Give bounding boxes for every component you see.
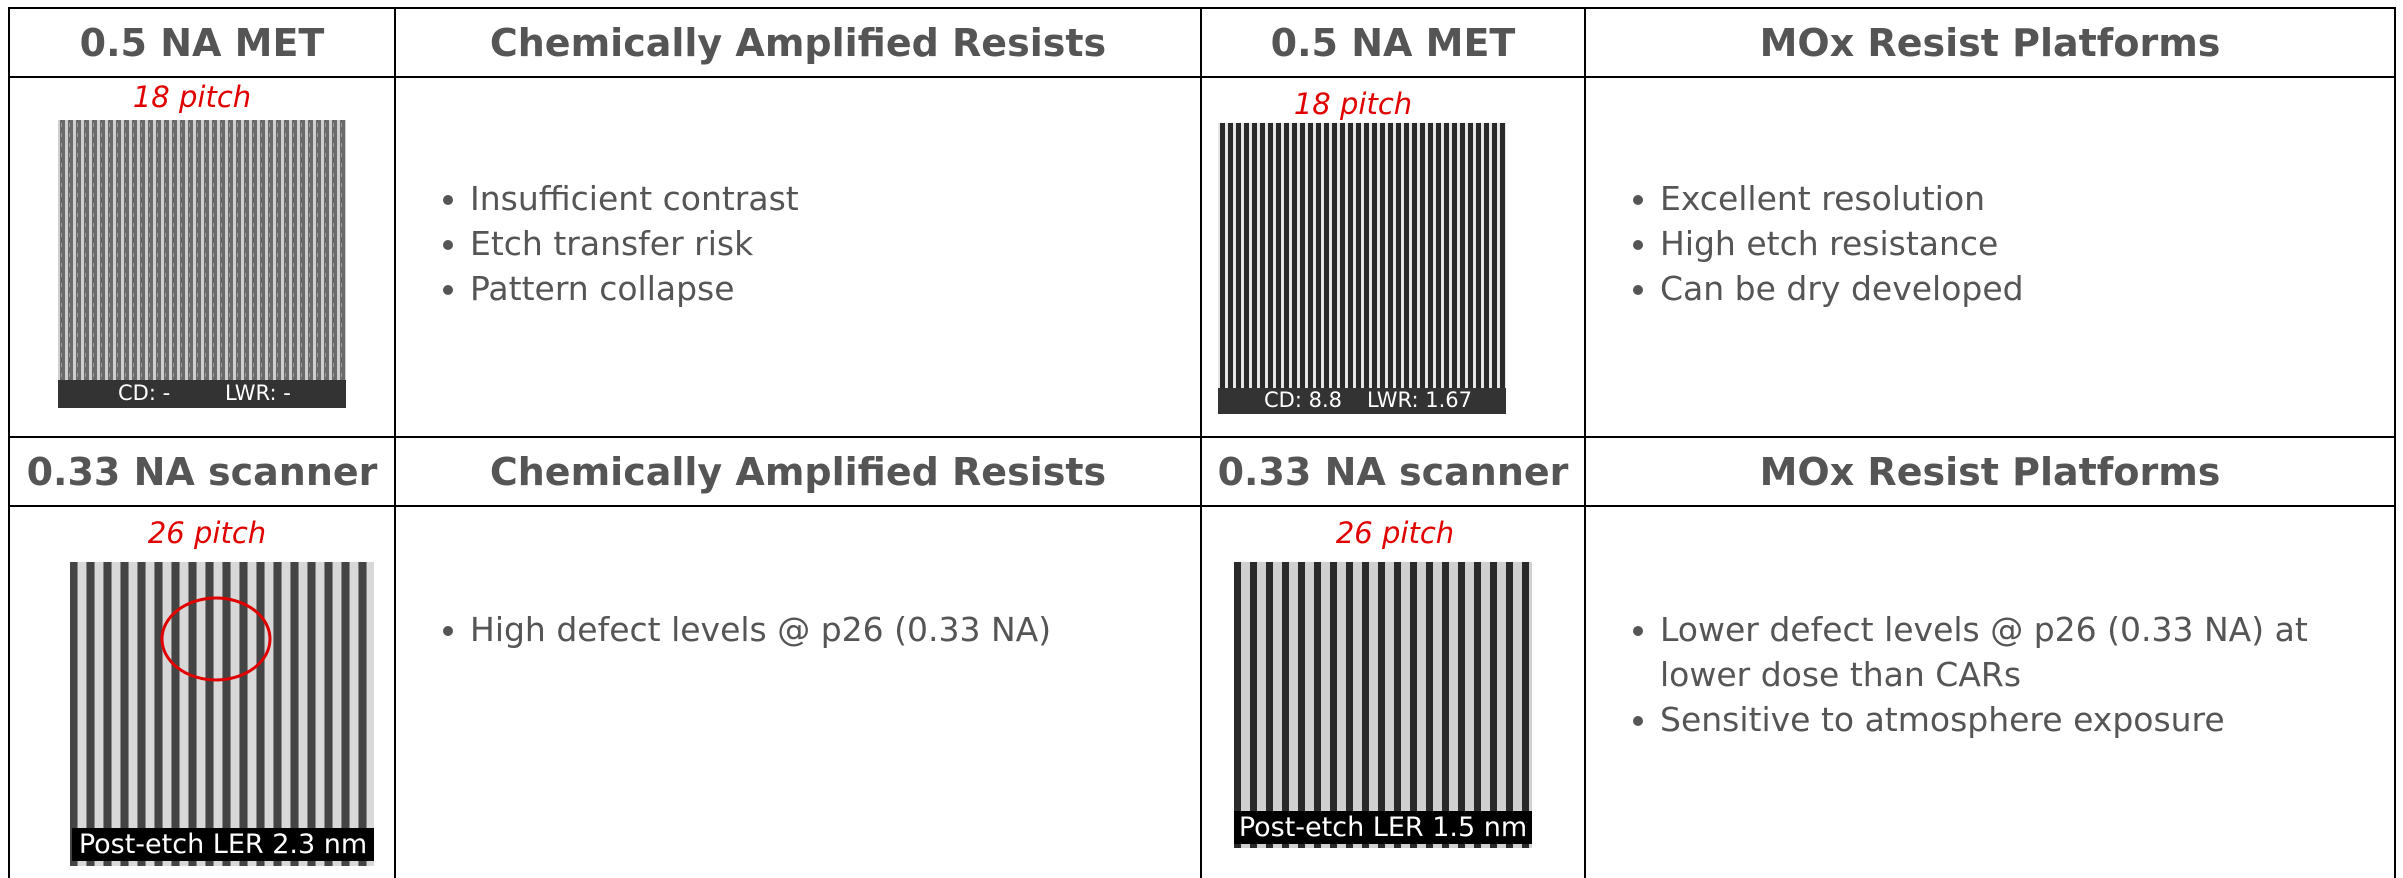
pitch-label: 26 pitch [1336,516,1454,550]
image-caption: Post-etch LER 2.3 nm [72,828,374,861]
pitch-label: 18 pitch [1294,87,1412,121]
bullet-item: Etch transfer risk [470,221,1230,266]
pitch-label: 18 pitch [133,80,251,114]
bullet-item: High etch resistance [1660,221,2400,266]
caption-bar [58,380,346,408]
bullet-list: High defect levels @ p26 (0.33 NA) [414,607,1230,652]
bullet-list: Insufficient contrastEtch transfer riskP… [414,176,1230,311]
bullet-item: Can be dry developed [1660,266,2400,311]
sem-image [70,562,374,866]
bullet-list: Lower defect levels @ p26 (0.33 NA) at l… [1604,607,2350,742]
pitch-label: 26 pitch [148,516,266,550]
image-caption: Post-etch LER 1.5 nm [1234,811,1532,844]
lwr-label: LWR: 1.67 [1367,388,1472,412]
sem-image [1218,123,1506,414]
bullet-item: Pattern collapse [470,266,1230,311]
bullet-item: Lower defect levels @ p26 (0.33 NA) at l… [1660,607,2350,697]
bullet-item: Sensitive to atmosphere exposure [1660,697,2350,742]
bullet-item: High defect levels @ p26 (0.33 NA) [470,607,1230,652]
sem-images [0,0,2403,878]
sem-image [58,120,346,408]
bullet-item: Insufficient contrast [470,176,1230,221]
cd-label: CD: 8.8 [1264,388,1342,412]
sem-image [1234,562,1532,848]
cd-label: CD: - [118,381,170,405]
page: 0.5 NA MET Chemically Amplified Resists … [0,0,2403,878]
bullet-list: Excellent resolutionHigh etch resistance… [1604,176,2400,311]
bullet-item: Excellent resolution [1660,176,2400,221]
lwr-label: LWR: - [225,381,291,405]
